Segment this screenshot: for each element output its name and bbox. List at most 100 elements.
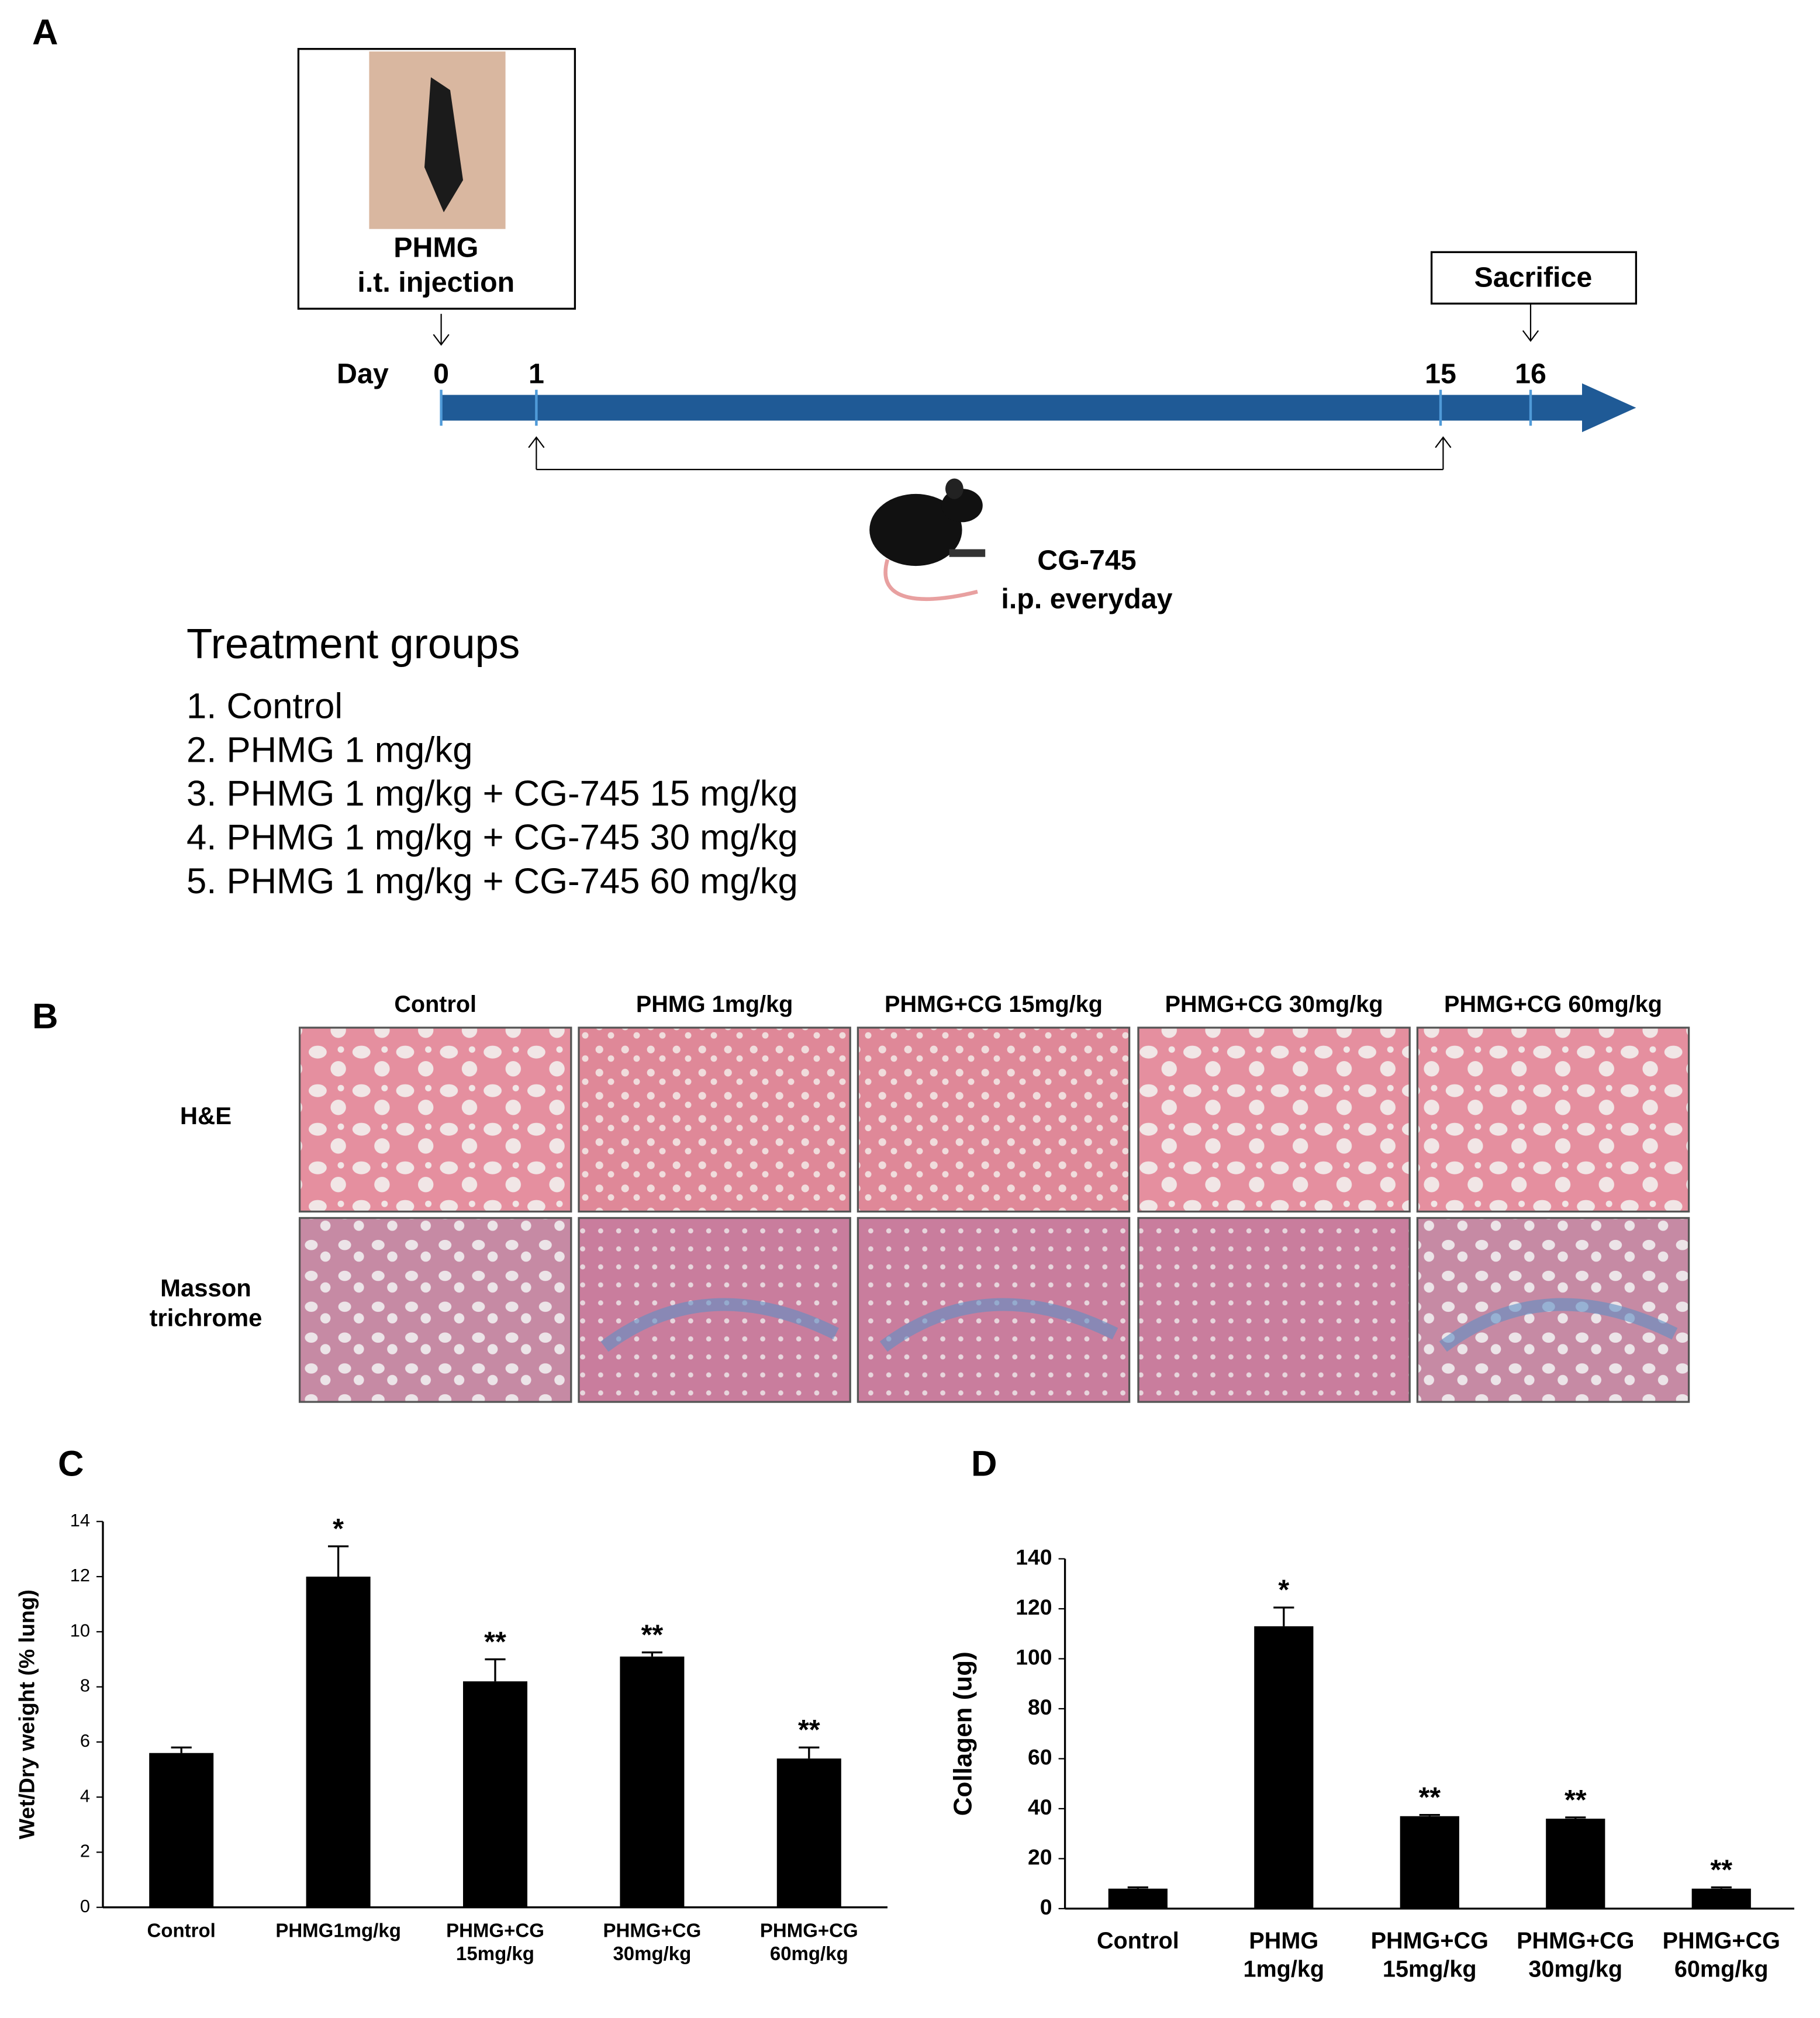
micrograph (857, 1027, 1131, 1213)
panel-label: C (58, 1443, 84, 1484)
row-label: H&E (179, 1103, 232, 1131)
group-item: 5. PHMG 1 mg/kg + CG-745 60 mg/kg (187, 861, 798, 901)
panel-label: A (32, 12, 58, 53)
bar (1691, 1888, 1751, 1909)
significance: * (333, 1514, 344, 1545)
x-tick-label-box: PHMG+CG 60mg/kg (1662, 1927, 1780, 1982)
y-tick-label: 20 (1028, 1844, 1052, 1869)
y-tick-label: 4 (80, 1785, 90, 1806)
bar (1254, 1626, 1314, 1909)
x-tick-label: PHMG+CG 60mg/kg (1662, 1927, 1780, 1982)
x-tick-label-box: PHMG+CG 15mg/kg (1370, 1927, 1489, 1982)
sacrifice-box (1430, 251, 1638, 305)
bracket (528, 436, 1452, 471)
bar (306, 1576, 371, 1908)
bar (620, 1656, 685, 1908)
y-axis-label: Collagen (ug) (949, 1651, 978, 1816)
photo-mouse (424, 77, 463, 213)
day-number: 0 (433, 358, 449, 389)
y-tick-label: 8 (80, 1675, 90, 1696)
x-tick-label: PHMG+CG 15mg/kg (446, 1920, 544, 1965)
micrograph (1137, 1217, 1411, 1403)
x-tick-label-box: PHMG 1mg/kg (1243, 1927, 1325, 1982)
y-tick-label: 10 (70, 1620, 90, 1640)
groups-title: Treatment groups (187, 620, 520, 668)
chart: C Wet/Dry weight (% lung) 0 2 4 6 8 10 12 14 Contr… (14, 1443, 888, 1965)
group-item: 2. PHMG 1 mg/kg (187, 730, 472, 770)
x-tick-label-box: Control (1096, 1927, 1179, 1954)
x-tick-label: PHMG+CG 15mg/kg (1370, 1927, 1489, 1982)
injection-line2: i.t. injection (357, 267, 514, 298)
bar (1546, 1819, 1605, 1909)
x-tick-label: PHMG1mg/kg (275, 1920, 401, 1943)
bar (463, 1681, 527, 1908)
column-header: PHMG+CG 60mg/kg (1444, 991, 1662, 1017)
collagen-stain (600, 1298, 839, 1352)
y-tick-label: 100 (1016, 1644, 1052, 1669)
chart: D Collagen (ug) 0 20 40 60 80 100 120 140 Control *… (949, 1443, 1795, 1982)
y-tick-label: 140 (1016, 1544, 1052, 1569)
micrograph (1416, 1027, 1690, 1213)
significance: * (1278, 1574, 1289, 1606)
bar (1108, 1888, 1168, 1909)
x-tick-label-box: PHMG+CG 15mg/kg (446, 1920, 544, 1965)
y-tick-label: 80 (1028, 1695, 1052, 1719)
y-axis-label: Wet/Dry weight (% lung) (14, 1589, 39, 1839)
micrograph (578, 1027, 851, 1213)
micrograph (1137, 1027, 1411, 1213)
sacrifice: Sacrifice (1474, 261, 1593, 293)
error-bar (171, 1746, 192, 1753)
x-tick-label: Control (147, 1920, 216, 1943)
x-tick-label-box: PHMG1mg/kg (275, 1920, 401, 1943)
bar (149, 1753, 214, 1908)
significance: ** (1565, 1784, 1587, 1816)
error-bar (1565, 1816, 1586, 1819)
collagen-stain (1439, 1298, 1678, 1352)
significance: ** (641, 1619, 664, 1651)
row-label-box: H&E (179, 1103, 232, 1131)
group-item: 3. PHMG 1 mg/kg + CG-745 15 mg/kg (187, 773, 798, 814)
error-bar (799, 1746, 820, 1759)
significance: ** (1710, 1854, 1732, 1886)
day-number: 16 (1515, 358, 1546, 389)
treatment-line1: CG-745 (1037, 544, 1136, 576)
day-number: 1 (529, 358, 544, 389)
collagen-stain (879, 1298, 1118, 1352)
significance: ** (1418, 1782, 1441, 1813)
mouse-icon (869, 478, 986, 602)
x-tick-label-box: PHMG+CG 30mg/kg (603, 1920, 701, 1965)
y-tick-label: 120 (1016, 1595, 1052, 1619)
column-header: PHMG 1mg/kg (636, 991, 793, 1017)
column-header: PHMG+CG 30mg/kg (1165, 991, 1383, 1017)
significance: ** (798, 1715, 820, 1746)
row-label-box: Masson trichrome (150, 1276, 263, 1332)
day-number: 15 (1425, 358, 1456, 389)
group-item: 4. PHMG 1 mg/kg + CG-745 30 mg/kg (187, 817, 798, 858)
x-tick-label-box: PHMG+CG 30mg/kg (1517, 1927, 1635, 1982)
injection-line1: PHMG (393, 232, 478, 264)
column-header: Control (394, 991, 476, 1017)
treatment-line2: i.p. everyday (1001, 583, 1172, 614)
bar (1400, 1816, 1459, 1909)
y-tick-label: 60 (1028, 1744, 1052, 1769)
error-bar (1419, 1813, 1440, 1816)
x-tick-label: PHMG 1mg/kg (1243, 1927, 1325, 1982)
day-label: Day (337, 358, 389, 389)
panel-label: B (32, 996, 58, 1036)
x-tick-label-box: Control (147, 1920, 216, 1943)
timeline-head (1582, 383, 1636, 433)
y-tick-label: 2 (80, 1841, 90, 1861)
error-bar (1127, 1886, 1148, 1889)
column-header: PHMG+CG 15mg/kg (885, 991, 1103, 1017)
error-bar (1711, 1886, 1732, 1889)
error-bar (641, 1651, 662, 1657)
micrograph (298, 1217, 572, 1403)
y-tick-label: 0 (80, 1896, 90, 1916)
error-bar (1273, 1606, 1294, 1626)
x-tick-label: PHMG+CG 30mg/kg (1517, 1927, 1635, 1982)
x-tick-label: Control (1096, 1927, 1179, 1954)
y-tick-label: 12 (70, 1565, 90, 1585)
group-item: 1. Control (187, 686, 343, 727)
